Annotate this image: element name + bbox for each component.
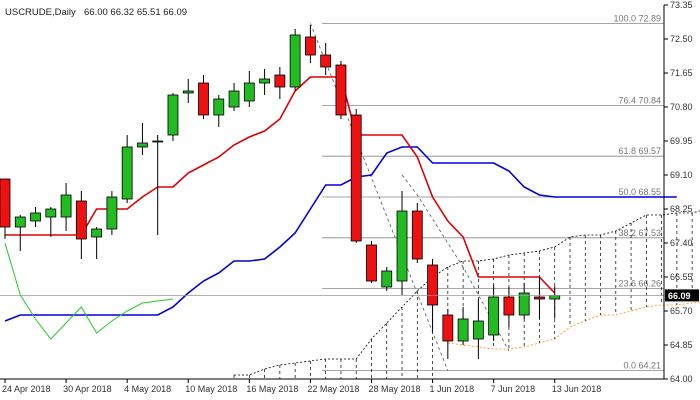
candle-body bbox=[488, 296, 500, 336]
candle-body bbox=[457, 318, 469, 342]
candlesticks bbox=[0, 25, 561, 359]
x-tick-label: 10 May 2018 bbox=[185, 384, 237, 394]
candle-body bbox=[503, 296, 515, 316]
candle-body bbox=[137, 142, 148, 148]
candle-body bbox=[472, 320, 484, 340]
current-price-badge bbox=[665, 289, 699, 302]
candle-body bbox=[45, 208, 57, 218]
candle-body bbox=[396, 210, 408, 282]
y-tick-label: 71.65 bbox=[670, 68, 693, 78]
fib-level-label: 50.0 68.55 bbox=[618, 187, 661, 197]
candle-body bbox=[442, 314, 454, 342]
candle-body bbox=[381, 270, 393, 288]
candle-body bbox=[274, 74, 286, 88]
candle-body bbox=[518, 292, 530, 316]
candle-body bbox=[427, 264, 438, 306]
ohlc-readout: 66.00 66.32 65.51 66.09 bbox=[84, 7, 187, 18]
candle-body bbox=[289, 34, 301, 88]
candle-body bbox=[411, 210, 423, 260]
x-tick-label: 13 Jun 2018 bbox=[552, 384, 602, 394]
y-tick-label: 69.95 bbox=[670, 136, 693, 146]
candle-body bbox=[320, 54, 332, 68]
candle-body bbox=[14, 216, 26, 228]
candle-body bbox=[198, 82, 209, 116]
fibonacci-levels: 100.0 72.89 76.4 70.84 61.8 69.57 50.0 68.5… bbox=[310, 13, 664, 372]
indicator-lines bbox=[4, 76, 677, 340]
candle-body bbox=[30, 212, 41, 222]
candle-body bbox=[259, 78, 270, 84]
candle-body bbox=[182, 90, 194, 94]
cloud-upper-boundary bbox=[234, 210, 700, 376]
candle-body bbox=[75, 200, 87, 240]
fib-level-label: 61.8 69.57 bbox=[618, 146, 661, 156]
candle-body bbox=[335, 64, 347, 116]
x-tick-label: 30 Apr 2018 bbox=[63, 384, 112, 394]
x-tick-label: 24 Apr 2018 bbox=[2, 384, 51, 394]
candle-body bbox=[534, 296, 545, 300]
y-tick-label: 66.55 bbox=[670, 272, 693, 282]
y-tick-label: 72.50 bbox=[670, 34, 693, 44]
y-tick-label: 70.80 bbox=[670, 102, 693, 112]
base-line bbox=[4, 146, 677, 322]
x-tick-label: 7 Jun 2018 bbox=[491, 384, 536, 394]
candle-body bbox=[549, 294, 561, 300]
x-tick-label: 28 May 2018 bbox=[368, 384, 420, 394]
candle-body bbox=[366, 244, 377, 282]
candle-body bbox=[60, 194, 72, 218]
y-tick-label: 68.25 bbox=[670, 204, 693, 214]
y-tick-label: 65.70 bbox=[670, 306, 693, 316]
fib-level-label: 100.0 72.89 bbox=[613, 13, 661, 23]
candle-body bbox=[167, 94, 179, 136]
current-price-label: 66.09 bbox=[668, 291, 691, 301]
candle-body bbox=[121, 146, 133, 200]
candle-body bbox=[304, 36, 316, 56]
fib-level-label: 23.6 66.26 bbox=[618, 279, 661, 289]
y-tick-label: 69.10 bbox=[670, 170, 693, 180]
candle-body bbox=[152, 140, 164, 143]
y-tick-label: 64.00 bbox=[670, 374, 693, 384]
chart-title: USCRUDE,Daily bbox=[5, 7, 76, 18]
fib-level-label: 0.0 64.21 bbox=[623, 361, 661, 371]
y-tick-label: 73.35 bbox=[670, 0, 693, 10]
y-tick-label: 64.85 bbox=[670, 340, 693, 350]
ichimoku-cloud bbox=[233, 174, 700, 379]
fib-trend-line bbox=[310, 23, 449, 371]
candle-body bbox=[0, 178, 11, 228]
conversion-line bbox=[5, 76, 556, 294]
lagging-span-line bbox=[4, 242, 174, 340]
axes bbox=[0, 5, 665, 380]
fib-level-label: 76.4 70.84 bbox=[618, 95, 661, 105]
candle-body bbox=[243, 82, 255, 102]
candle-body bbox=[350, 114, 362, 242]
candle-body bbox=[91, 228, 103, 238]
x-tick-label: 22 May 2018 bbox=[307, 384, 359, 394]
candle-body bbox=[106, 196, 118, 230]
x-tick-label: 1 Jun 2018 bbox=[430, 384, 475, 394]
candle-body bbox=[228, 90, 240, 108]
fib-level-label: 38.2 67.53 bbox=[618, 228, 661, 238]
y-tick-label: 67.40 bbox=[670, 238, 693, 248]
x-tick-label: 4 May 2018 bbox=[124, 384, 171, 394]
x-tick-label: 16 May 2018 bbox=[246, 384, 298, 394]
candle-body bbox=[213, 98, 225, 116]
